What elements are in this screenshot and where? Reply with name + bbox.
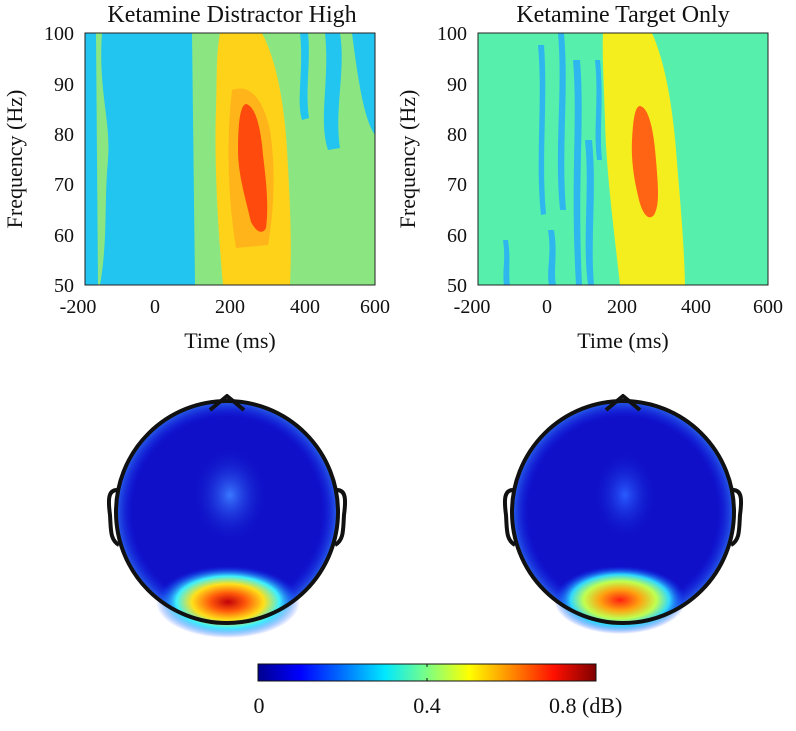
left-central-blob bbox=[194, 449, 266, 541]
left-x-label: Time (ms) bbox=[184, 328, 275, 353]
left-ytick-90: 90 bbox=[54, 74, 74, 96]
right-xtick-200: 200 bbox=[607, 296, 637, 318]
right-y-label: Frequency (Hz) bbox=[395, 90, 420, 229]
right-low-strip-b bbox=[557, 33, 566, 210]
right-low-strip-e bbox=[548, 230, 556, 285]
left-ytick-50: 50 bbox=[54, 275, 74, 297]
right-x-ticks: -200 0 200 400 600 bbox=[454, 296, 783, 318]
left-head-outline bbox=[114, 399, 340, 625]
left-ytick-100: 100 bbox=[44, 23, 74, 45]
right-ytick-100: 100 bbox=[437, 23, 467, 45]
right-ytick-70: 70 bbox=[447, 174, 467, 196]
right-panel-title: Ketamine Target Only bbox=[516, 2, 729, 28]
left-nose bbox=[208, 394, 246, 412]
left-ytick-80: 80 bbox=[54, 124, 74, 146]
right-central-blob bbox=[595, 453, 655, 537]
left-ear-right bbox=[333, 488, 348, 547]
colorbar-label-mid: 0.4 bbox=[413, 693, 441, 718]
left-panel-title: Ketamine Distractor High bbox=[107, 2, 356, 28]
left-xtick-m200: -200 bbox=[60, 296, 97, 318]
right-y-ticks: 100 90 80 70 60 50 bbox=[437, 23, 467, 297]
right-xtick-600: 600 bbox=[753, 296, 783, 318]
left-late-low-b bbox=[352, 33, 375, 135]
right-xtick-0: 0 bbox=[542, 296, 552, 318]
right-xtick-400: 400 bbox=[681, 296, 711, 318]
right-plot-frame bbox=[477, 32, 769, 286]
right-low-strip-g bbox=[595, 60, 602, 160]
left-low-strip-a bbox=[85, 33, 98, 285]
left-xtick-0: 0 bbox=[150, 296, 160, 318]
right-low-strip-f bbox=[503, 240, 510, 285]
right-xtick-m200: -200 bbox=[454, 296, 491, 318]
right-ytick-80: 80 bbox=[447, 124, 467, 146]
topomap-distractor-high bbox=[106, 394, 348, 638]
right-gamma-peak bbox=[631, 106, 658, 218]
left-xtick-200: 200 bbox=[215, 296, 245, 318]
left-xtick-400: 400 bbox=[290, 296, 320, 318]
left-late-low-a bbox=[323, 33, 342, 150]
right-low-strip-a bbox=[538, 45, 546, 215]
right-ear-right bbox=[729, 488, 744, 547]
left-occipital-hotspot bbox=[156, 566, 300, 638]
left-y-ticks: 100 90 80 70 60 50 bbox=[44, 23, 74, 297]
left-ytick-70: 70 bbox=[54, 174, 74, 196]
left-low-band bbox=[100, 33, 195, 285]
left-x-ticks: -200 0 200 400 600 bbox=[60, 296, 390, 318]
right-tf-heatmap bbox=[478, 33, 768, 285]
right-ytick-50: 50 bbox=[447, 275, 467, 297]
right-x-label: Time (ms) bbox=[577, 328, 668, 353]
right-ytick-60: 60 bbox=[447, 225, 467, 247]
left-late-low-c bbox=[299, 33, 309, 120]
left-plot-frame bbox=[84, 32, 376, 286]
right-nose bbox=[604, 394, 642, 412]
right-ear-left bbox=[502, 488, 517, 547]
left-xtick-600: 600 bbox=[360, 296, 390, 318]
left-ear-left bbox=[106, 488, 121, 547]
left-ytick-60: 60 bbox=[54, 225, 74, 247]
left-y-label: Frequency (Hz) bbox=[2, 90, 27, 229]
right-head-outline bbox=[510, 399, 736, 625]
right-ytick-90: 90 bbox=[447, 74, 467, 96]
colorbar-label-min: 0 bbox=[254, 693, 265, 718]
right-low-strip-d bbox=[585, 140, 594, 285]
right-low-strip-c bbox=[573, 60, 582, 285]
left-gamma-peak bbox=[238, 104, 268, 232]
left-low-strip-b bbox=[111, 70, 121, 262]
left-tf-heatmap bbox=[85, 33, 375, 285]
topomap-target-only bbox=[502, 394, 744, 634]
colorbar-label-max: 0.8 (dB) bbox=[549, 693, 622, 718]
